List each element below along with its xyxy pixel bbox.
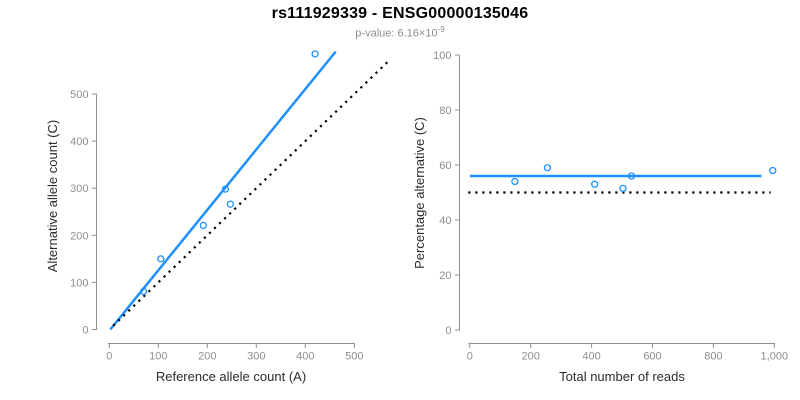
right-x-tick-label: 200 (522, 351, 540, 363)
right-data-point (511, 177, 519, 186)
left-x-tick-label: 200 (198, 351, 216, 363)
right-data-point (619, 184, 627, 193)
pvalue-exponent: -9 (437, 25, 445, 34)
left-y-tick-label: 500 (70, 89, 88, 101)
pvalue-text: p-value: 6.16×10 (355, 27, 438, 40)
left-data-point (226, 200, 234, 208)
left-y-tick-label: 300 (70, 183, 88, 195)
right-y-tick-label: 0 (445, 325, 451, 337)
left-x-tick-label: 400 (296, 351, 314, 363)
right-x-tick-label: 800 (704, 351, 722, 363)
left-x-tick-label: 500 (345, 351, 363, 363)
left-y-tick-label: 0 (82, 325, 88, 337)
right-x-tick-label: 400 (582, 351, 600, 363)
right-x-axis-title: Total number of reads (559, 369, 685, 384)
left-data-point (139, 287, 148, 295)
left-x-tick-label: 100 (149, 351, 167, 363)
left-data-point (311, 50, 319, 58)
right-y-axis-title: Percentage alternative (C) (412, 117, 427, 269)
right-data-point (543, 164, 552, 172)
left-y-tick-label: 400 (70, 136, 88, 148)
plot-title: rs111929339 - ENSG00000135046 (271, 5, 529, 22)
right-data-point (627, 172, 636, 180)
right-y-tick-label: 20 (439, 270, 451, 282)
right-y-tick-label: 100 (433, 50, 451, 62)
left-identity-line (112, 58, 392, 327)
right-y-tick-label: 40 (439, 215, 451, 227)
left-data-point (221, 185, 230, 193)
left-y-axis-title: Alternative allele count (C) (45, 120, 60, 272)
right-data-point (590, 180, 599, 188)
right-y-tick-label: 80 (439, 105, 451, 117)
right-data-point (769, 166, 777, 175)
left-y-tick-label: 100 (70, 277, 88, 289)
left-x-tick-label: 300 (247, 351, 265, 363)
left-x-tick-label: 0 (106, 351, 112, 363)
right-x-tick-label: 1,000 (761, 351, 789, 363)
left-x-axis-title: Reference allele count (A) (156, 369, 306, 384)
left-data-point (199, 221, 208, 230)
plot-subtitle: p-value: 6.16×10-9 (0, 25, 800, 40)
right-x-tick-label: 600 (643, 351, 661, 363)
left-y-tick-label: 200 (70, 230, 88, 242)
right-y-tick-label: 60 (439, 160, 451, 172)
left-data-point (157, 255, 165, 263)
right-x-tick-label: 0 (467, 351, 473, 363)
